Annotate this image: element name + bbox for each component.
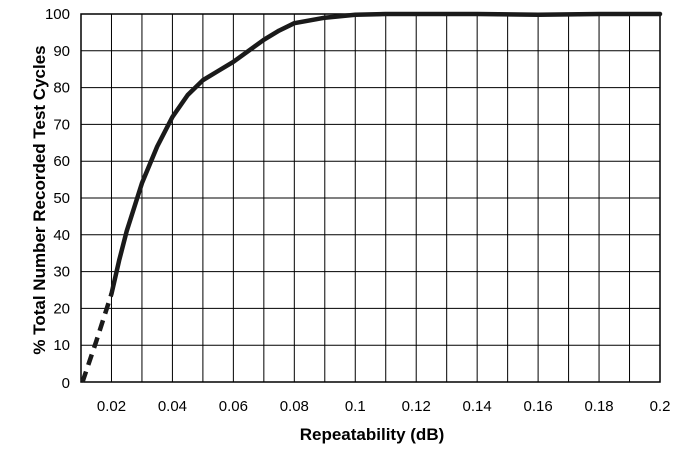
x-axis-title: Repeatability (dB) bbox=[300, 425, 445, 444]
y-tick-label: 80 bbox=[53, 80, 70, 97]
y-tick-label: 100 bbox=[45, 6, 70, 23]
y-tick-labels: 0 10 20 30 40 50 60 70 80 90 100 bbox=[45, 6, 70, 392]
x-tick-label: 0.08 bbox=[280, 398, 309, 415]
x-tick-label: 0.12 bbox=[402, 398, 431, 415]
series-line-solid bbox=[109, 11, 663, 296]
y-tick-label: 60 bbox=[53, 153, 70, 170]
x-tick-label: 0.18 bbox=[584, 398, 613, 415]
y-tick-label: 70 bbox=[53, 116, 70, 133]
y-tick-label: 50 bbox=[53, 190, 70, 207]
series-layer bbox=[80, 11, 663, 383]
x-tick-label: 0.2 bbox=[650, 398, 671, 415]
y-tick-label: 0 bbox=[62, 375, 70, 392]
y-axis-title: % Total Number Recorded Test Cycles bbox=[30, 45, 49, 354]
x-tick-label: 0.04 bbox=[158, 398, 187, 415]
x-tick-label: 0.16 bbox=[524, 398, 553, 415]
grid bbox=[80, 13, 661, 383]
x-tick-label: 0.02 bbox=[97, 398, 126, 415]
series-line-dashed bbox=[80, 293, 114, 383]
y-tick-label: 30 bbox=[53, 264, 70, 281]
y-tick-label: 20 bbox=[53, 300, 70, 317]
y-tick-label: 90 bbox=[53, 43, 70, 60]
x-tick-label: 0.1 bbox=[345, 398, 366, 415]
x-tick-label: 0.14 bbox=[463, 398, 492, 415]
x-tick-labels: 0.02 0.04 0.06 0.08 0.1 0.12 0.14 0.16 0.18 0.2 bbox=[97, 398, 671, 415]
y-tick-label: 40 bbox=[53, 227, 70, 244]
y-tick-label: 10 bbox=[53, 337, 70, 354]
x-tick-label: 0.06 bbox=[219, 398, 248, 415]
